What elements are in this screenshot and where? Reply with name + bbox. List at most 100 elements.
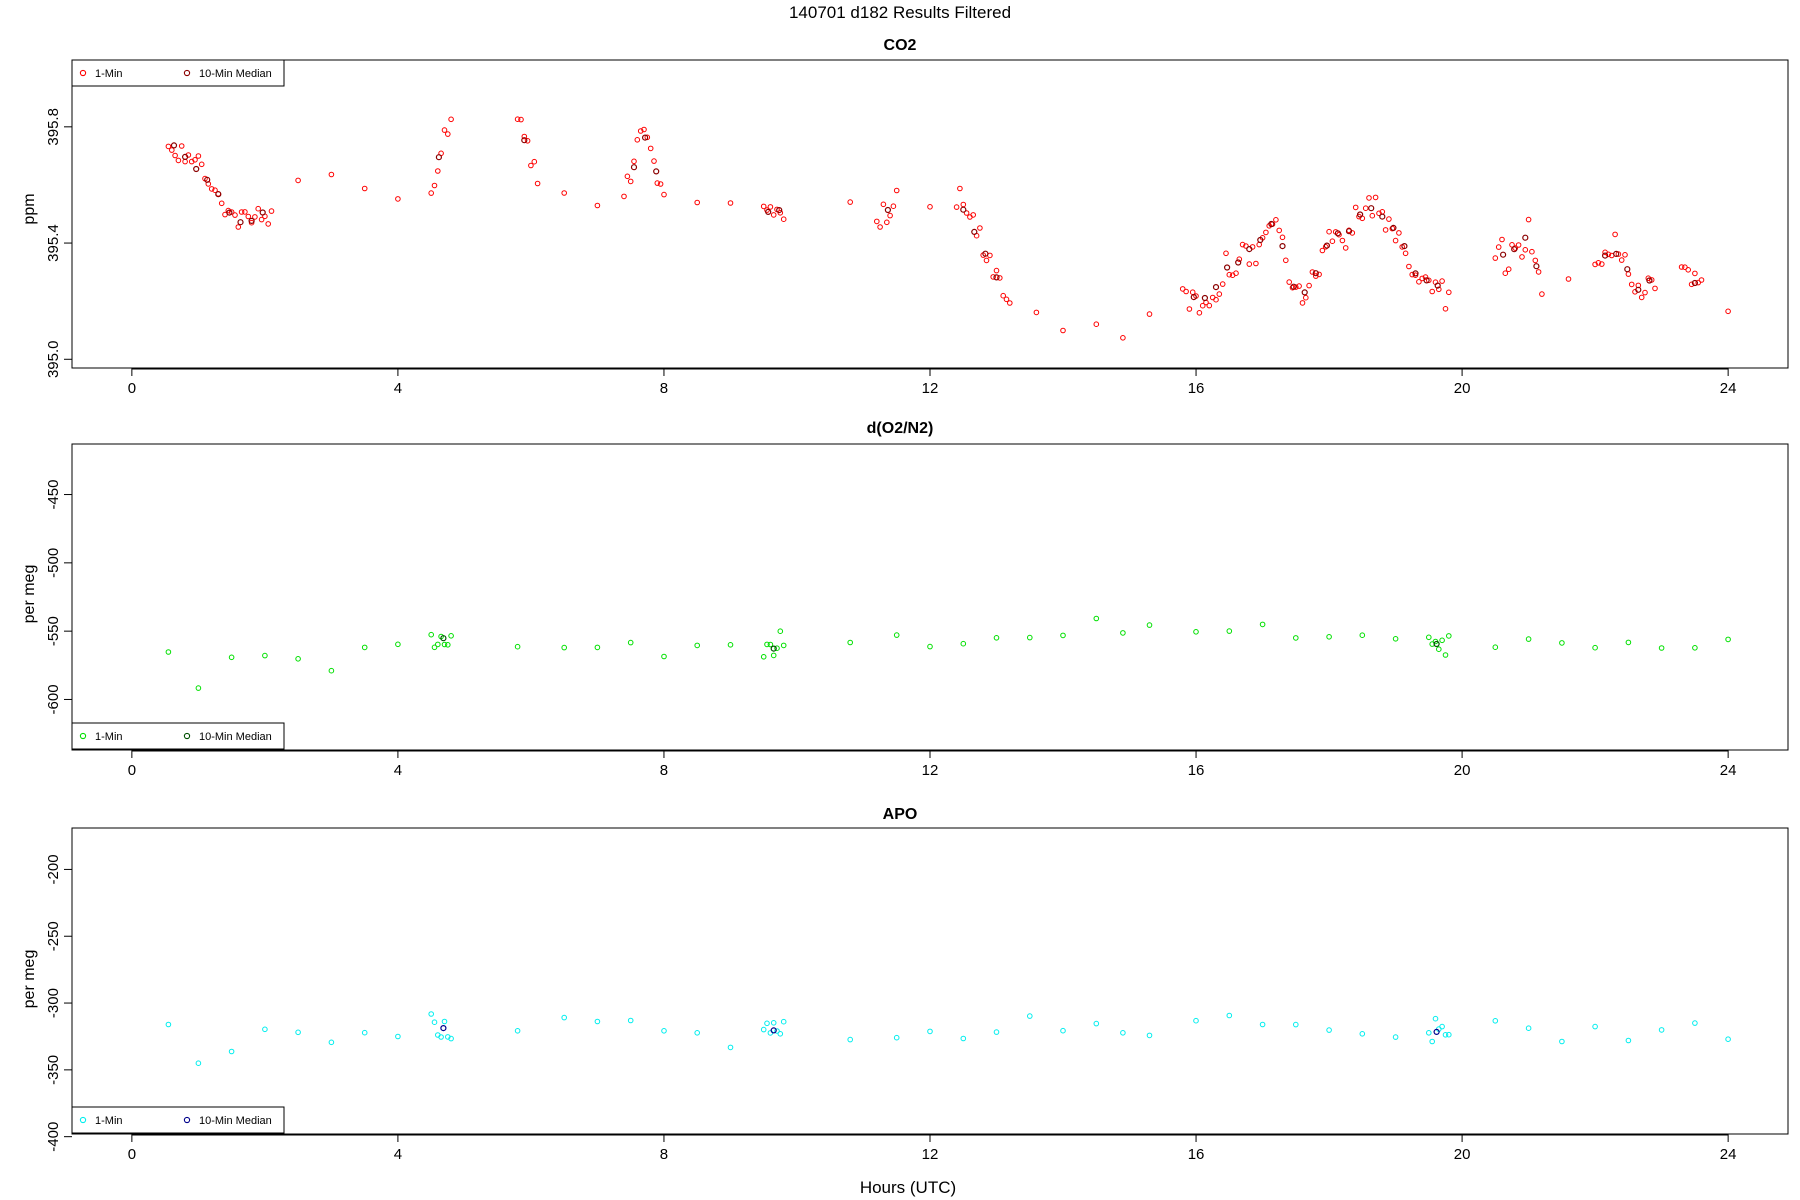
co2-x-tick-label: 4 [394,380,402,397]
o2n2-1min-series [165,615,1731,691]
co2-1min-point [694,199,701,206]
co2-1min-point [435,168,441,174]
apo-1min-point [927,1028,933,1035]
co2-1min-point [770,212,777,218]
apo-1min-point [1392,1034,1399,1040]
apo-plot-area: 0 4 8 12 16 20 24 -400 -350 -300 -250 -200 [45,827,1789,1163]
co2-1min-point [431,182,438,189]
co2-1min-point [448,116,454,123]
co2-10min-median-point [982,250,989,257]
co2-10min-median-point [170,142,178,149]
co2-1min-point [1525,216,1532,223]
o2n2-x-axis: 0 4 8 12 16 20 24 [128,750,1736,779]
co2-1min-point [1219,281,1226,287]
apo-1min-point [431,1019,438,1026]
co2-1min-point [1392,237,1399,244]
co2-legend-1min-label: 1-Min [95,68,123,80]
o2n2-1min-point [431,644,438,651]
apo-1min-point [1120,1030,1126,1036]
apo-1min-point [1439,1023,1445,1030]
apo-plot-frame [71,827,1789,1135]
o2n2-1min-point [767,641,774,648]
co2-1min-point [1007,300,1013,306]
co2-1min-point [1512,245,1519,251]
co2-1min-point [1093,321,1100,328]
co2-10min-median-point [993,274,1000,281]
co2-1min-point [1539,291,1545,297]
co2-10min-median-point [1613,250,1620,257]
o2n2-1min-point [1525,636,1532,642]
co2-1min-point [1618,257,1625,263]
co2-1min-point [1146,311,1153,317]
co2-legend-median-label: 10-Min Median [199,68,272,80]
o2n2-plot-area: 0 4 8 12 16 20 24 -600 -550 -500 -450 [45,443,1789,779]
co2-1min-point [1505,266,1512,273]
co2-10min-median-point [248,217,255,224]
apo-y-tick-label: -250 [45,921,62,951]
apo-1min-point [195,1060,202,1066]
co2-1min-point [1183,288,1189,295]
o2n2-x-tick-label: 4 [394,762,402,779]
co2-panel: CO2 ppm 0 4 8 12 16 20 24 395.0 395.4 395.8 1-Min… [21,37,1789,397]
apo-1min-point [1429,1038,1435,1045]
co2-y-tick-label: 395.4 [45,224,62,262]
o2n2-y-tick-label: -550 [45,616,62,646]
co2-1min-point [880,201,887,208]
apo-panel-title: APO [883,806,918,823]
co2-10min-median-point [1312,270,1319,277]
co2-1min-point [195,153,202,159]
apo-y-tick-label: -400 [45,1122,62,1152]
co2-1min-point [1389,225,1396,232]
co2-1min-point [1263,229,1269,236]
o2n2-y-tick-label: -450 [45,480,62,510]
o2n2-1min-point [165,649,172,655]
co2-1min-point [1628,281,1635,288]
co2-1min-point [1599,261,1605,267]
apo-x-tick-label: 16 [1188,1146,1205,1163]
co2-1min-point [953,204,960,210]
co2-1min-point [1685,267,1691,273]
co2-1min-point [1060,327,1066,334]
co2-1min-point [175,157,182,164]
co2-10min-median-point [630,164,638,171]
apo-1min-point [561,1014,568,1021]
o2n2-y-tick-label: -500 [45,548,62,578]
co2-10min-median-point [1223,264,1231,271]
o2n2-1min-point [295,656,301,662]
co2-legend-median-marker [183,69,191,77]
apo-1min-point [1658,1027,1665,1033]
co2-1min-series [165,116,1731,341]
apo-1min-point [448,1035,454,1042]
co2-10min-median-point [1691,279,1699,287]
co2-1min-point [927,204,933,210]
apo-1min-point [774,1028,780,1034]
co2-1min-point [1283,257,1289,264]
co2-1min-point [1120,335,1126,341]
o2n2-1min-point [1093,615,1100,622]
co2-10min-median-point [1522,234,1529,241]
apo-1min-point [1446,1031,1452,1038]
co2-1min-point [727,200,734,206]
o2n2-y-axis-label: per meg [21,565,38,624]
co2-10min-median-point [1635,286,1642,293]
apo-x-tick-label: 8 [660,1146,668,1163]
co2-1min-point [252,214,258,220]
co2-1min-point [1236,256,1243,263]
apo-1min-point [847,1036,854,1043]
co2-1min-point [172,152,178,159]
co2-1min-point [1499,236,1505,243]
co2-1min-point [1216,291,1223,297]
co2-10min-median-point [1412,270,1419,277]
apo-legend-median-marker [183,1116,191,1124]
apo-1min-point [760,1026,767,1033]
apo-10min-median-series [440,1024,1440,1036]
co2-1min-point [631,158,637,165]
co2-1min-point [1366,195,1372,201]
co2-1min-point [1595,260,1602,266]
apo-1min-point [1326,1027,1332,1033]
co2-1min-point [1276,227,1282,234]
o2n2-1min-point [993,635,1000,641]
o2n2-1min-point [627,639,634,646]
o2n2-1min-point [1226,628,1233,634]
